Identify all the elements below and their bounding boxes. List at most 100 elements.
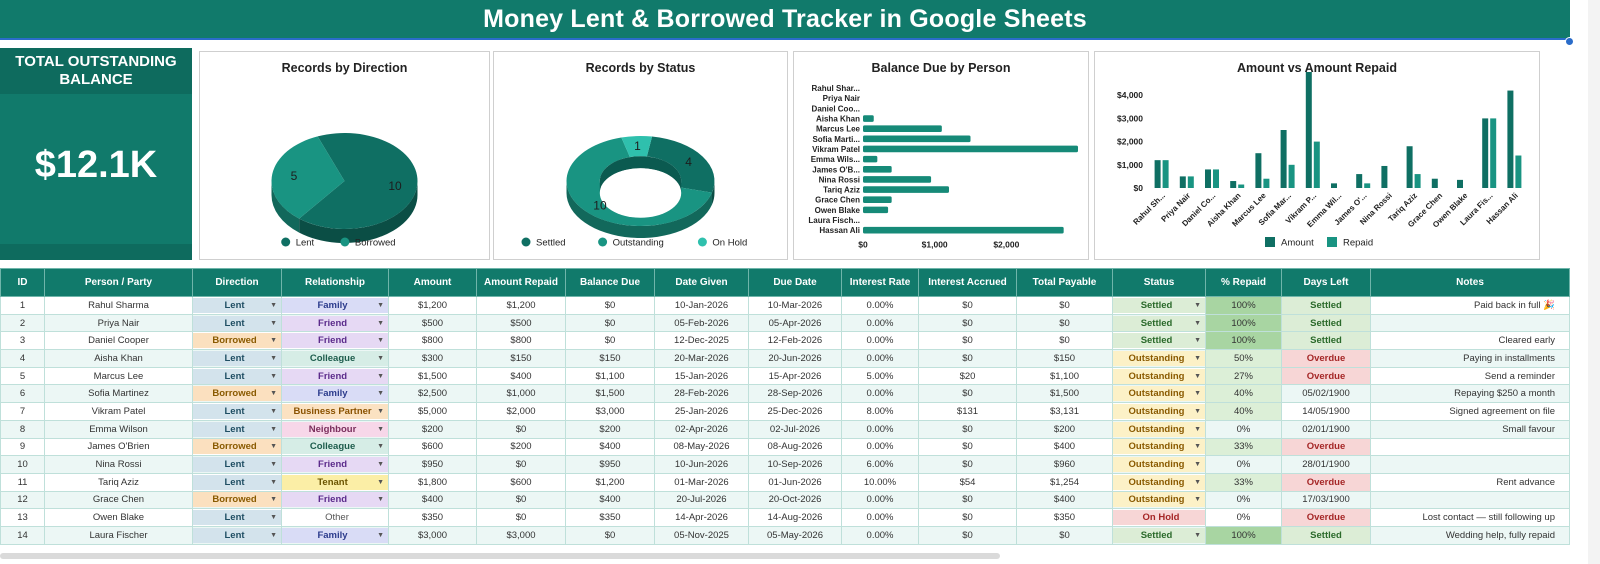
dropdown-caret-icon[interactable]: ▼ bbox=[377, 337, 384, 345]
bar-repaid[interactable] bbox=[1288, 164, 1295, 188]
dropdown-caret-icon[interactable]: ▼ bbox=[1194, 301, 1201, 309]
cell-interest-accrued[interactable]: $0 bbox=[918, 349, 1017, 368]
cell-direction-chip[interactable]: Borrowed ▼ bbox=[193, 333, 281, 349]
cell-relationship-chip[interactable]: Tenant ▼ bbox=[282, 474, 388, 490]
cell-id[interactable]: 13 bbox=[0, 508, 45, 527]
bar-repaid[interactable] bbox=[1263, 178, 1270, 188]
bar[interactable] bbox=[863, 176, 932, 183]
column-header[interactable]: Status bbox=[1112, 268, 1206, 297]
cell-status-chip[interactable]: Settled ▼ bbox=[1113, 333, 1205, 349]
bar-amount[interactable] bbox=[1482, 118, 1489, 188]
cell-due-date[interactable]: 05-May-2026 bbox=[748, 525, 842, 545]
cell-status[interactable]: Outstanding ▼ bbox=[1112, 349, 1206, 368]
dropdown-caret-icon[interactable]: ▼ bbox=[270, 337, 277, 345]
dropdown-caret-icon[interactable]: ▼ bbox=[1194, 372, 1201, 380]
cell-interest-accrued[interactable]: $0 bbox=[918, 313, 1017, 333]
cell-status-chip[interactable]: Outstanding ▼ bbox=[1113, 439, 1205, 455]
cell-amount[interactable]: $200 bbox=[388, 419, 477, 439]
dropdown-caret-icon[interactable]: ▼ bbox=[377, 407, 384, 415]
bar-amount[interactable] bbox=[1356, 174, 1363, 188]
dropdown-caret-icon[interactable]: ▼ bbox=[270, 407, 277, 415]
cell-relationship-chip[interactable]: Friend ▼ bbox=[282, 457, 388, 473]
column-header[interactable]: Amount bbox=[388, 268, 477, 297]
dropdown-caret-icon[interactable]: ▼ bbox=[270, 478, 277, 486]
vertical-scrollbar[interactable] bbox=[1588, 0, 1600, 564]
cell-interest-rate[interactable]: 0.00% bbox=[841, 419, 919, 439]
dropdown-caret-icon[interactable]: ▼ bbox=[1194, 461, 1201, 469]
dropdown-caret-icon[interactable]: ▼ bbox=[377, 478, 384, 486]
bar-amount[interactable] bbox=[1457, 179, 1463, 188]
cell-interest-rate[interactable]: 10.00% bbox=[841, 472, 919, 492]
cell-balance-due[interactable]: $1,100 bbox=[565, 366, 655, 386]
cell-person[interactable]: Marcus Lee bbox=[44, 366, 193, 386]
cell-balance-due[interactable]: $0 bbox=[565, 296, 655, 315]
cell-relationship[interactable]: Friend ▼ bbox=[281, 490, 389, 510]
cell-percent-repaid[interactable]: 40% bbox=[1205, 402, 1282, 421]
cell-relationship[interactable]: Colleague ▼ bbox=[281, 349, 389, 368]
cell-relationship[interactable]: Family ▼ bbox=[281, 384, 389, 404]
cell-days-left[interactable]: 17/03/1900 bbox=[1281, 490, 1371, 510]
cell-interest-rate[interactable]: 0.00% bbox=[841, 313, 919, 333]
cell-relationship-chip[interactable]: Friend ▼ bbox=[282, 315, 388, 331]
cell-direction-chip[interactable]: Lent ▼ bbox=[193, 527, 281, 543]
cell-days-left[interactable]: 02/01/1900 bbox=[1281, 419, 1371, 439]
column-header[interactable]: Date Given bbox=[654, 268, 749, 297]
bar-amount[interactable] bbox=[1230, 181, 1237, 188]
cell-interest-accrued[interactable]: $0 bbox=[918, 296, 1017, 315]
cell-amount-repaid[interactable]: $1,000 bbox=[476, 384, 566, 404]
bar-repaid[interactable] bbox=[1364, 183, 1371, 188]
bar-amount[interactable] bbox=[1154, 160, 1161, 188]
cell-due-date[interactable]: 08-Aug-2026 bbox=[748, 437, 842, 457]
cell-interest-accrued[interactable]: $0 bbox=[918, 437, 1017, 457]
cell-balance-due[interactable]: $1,200 bbox=[565, 472, 655, 492]
cell-status[interactable]: Outstanding ▼ bbox=[1112, 455, 1206, 474]
cell-status[interactable]: Settled ▼ bbox=[1112, 313, 1206, 333]
cell-amount-repaid[interactable]: $500 bbox=[476, 313, 566, 333]
cell-direction[interactable]: Borrowed ▼ bbox=[192, 384, 282, 404]
cell-relationship[interactable]: Business Partner ▼ bbox=[281, 402, 389, 421]
bar[interactable] bbox=[863, 145, 1078, 153]
dropdown-caret-icon[interactable]: ▼ bbox=[270, 319, 277, 327]
bar-amount[interactable] bbox=[1205, 169, 1211, 188]
cell-status-chip[interactable]: Outstanding ▼ bbox=[1113, 386, 1205, 402]
cell-interest-accrued[interactable]: $131 bbox=[918, 402, 1017, 421]
pie-slice-on-hold[interactable] bbox=[621, 136, 653, 158]
cell-total-payable[interactable]: $1,254 bbox=[1016, 472, 1113, 492]
cell-interest-rate[interactable]: 5.00% bbox=[841, 366, 919, 386]
cell-relationship-chip[interactable]: Friend ▼ bbox=[282, 333, 388, 349]
pie-slice-lent[interactable] bbox=[299, 133, 418, 229]
cell-status-chip[interactable]: Outstanding ▼ bbox=[1113, 403, 1205, 419]
pie-slice-borrowed[interactable] bbox=[271, 136, 345, 219]
cell-notes[interactable] bbox=[1370, 437, 1570, 457]
cell-relationship[interactable]: Neighbour ▼ bbox=[281, 419, 389, 439]
title-banner[interactable]: Money Lent & Borrowed Tracker in Google … bbox=[0, 0, 1570, 40]
cell-total-payable[interactable]: $0 bbox=[1016, 525, 1113, 545]
dropdown-caret-icon[interactable]: ▼ bbox=[377, 301, 384, 309]
cell-amount[interactable]: $1,200 bbox=[388, 296, 477, 315]
column-header[interactable]: Due Date bbox=[748, 268, 842, 297]
column-header[interactable]: Person / Party bbox=[44, 268, 193, 297]
cell-direction-chip[interactable]: Lent ▼ bbox=[193, 350, 281, 366]
dropdown-caret-icon[interactable]: ▼ bbox=[1194, 443, 1201, 451]
cell-percent-repaid[interactable]: 33% bbox=[1205, 437, 1282, 457]
cell-date-given[interactable]: 25-Jan-2026 bbox=[654, 402, 749, 421]
cell-relationship[interactable]: Colleague ▼ bbox=[281, 437, 389, 457]
cell-notes[interactable]: Lost contact — still following up bbox=[1370, 508, 1570, 527]
cell-due-date[interactable]: 05-Apr-2026 bbox=[748, 313, 842, 333]
bar-amount[interactable] bbox=[1305, 72, 1312, 188]
cell-status-chip[interactable]: Outstanding ▼ bbox=[1113, 492, 1205, 508]
dropdown-caret-icon[interactable]: ▼ bbox=[1194, 354, 1201, 362]
chart-records-by-direction[interactable]: Records by Direction 10 5 Lent Borrowed bbox=[199, 51, 490, 260]
cell-person[interactable]: Emma Wilson bbox=[44, 419, 193, 439]
dropdown-caret-icon[interactable]: ▼ bbox=[270, 390, 277, 398]
cell-direction[interactable]: Borrowed ▼ bbox=[192, 490, 282, 510]
cell-interest-rate[interactable]: 6.00% bbox=[841, 455, 919, 474]
cell-relationship-chip[interactable]: Other bbox=[283, 510, 388, 525]
cell-status[interactable]: Outstanding ▼ bbox=[1112, 384, 1206, 404]
cell-id[interactable]: 2 bbox=[0, 313, 45, 333]
dropdown-caret-icon[interactable]: ▼ bbox=[377, 390, 384, 398]
bar[interactable] bbox=[863, 125, 942, 132]
cell-amount[interactable]: $2,500 bbox=[388, 384, 477, 404]
bar-amount[interactable] bbox=[1280, 130, 1287, 188]
cell-notes[interactable]: Signed agreement on file bbox=[1370, 402, 1570, 421]
